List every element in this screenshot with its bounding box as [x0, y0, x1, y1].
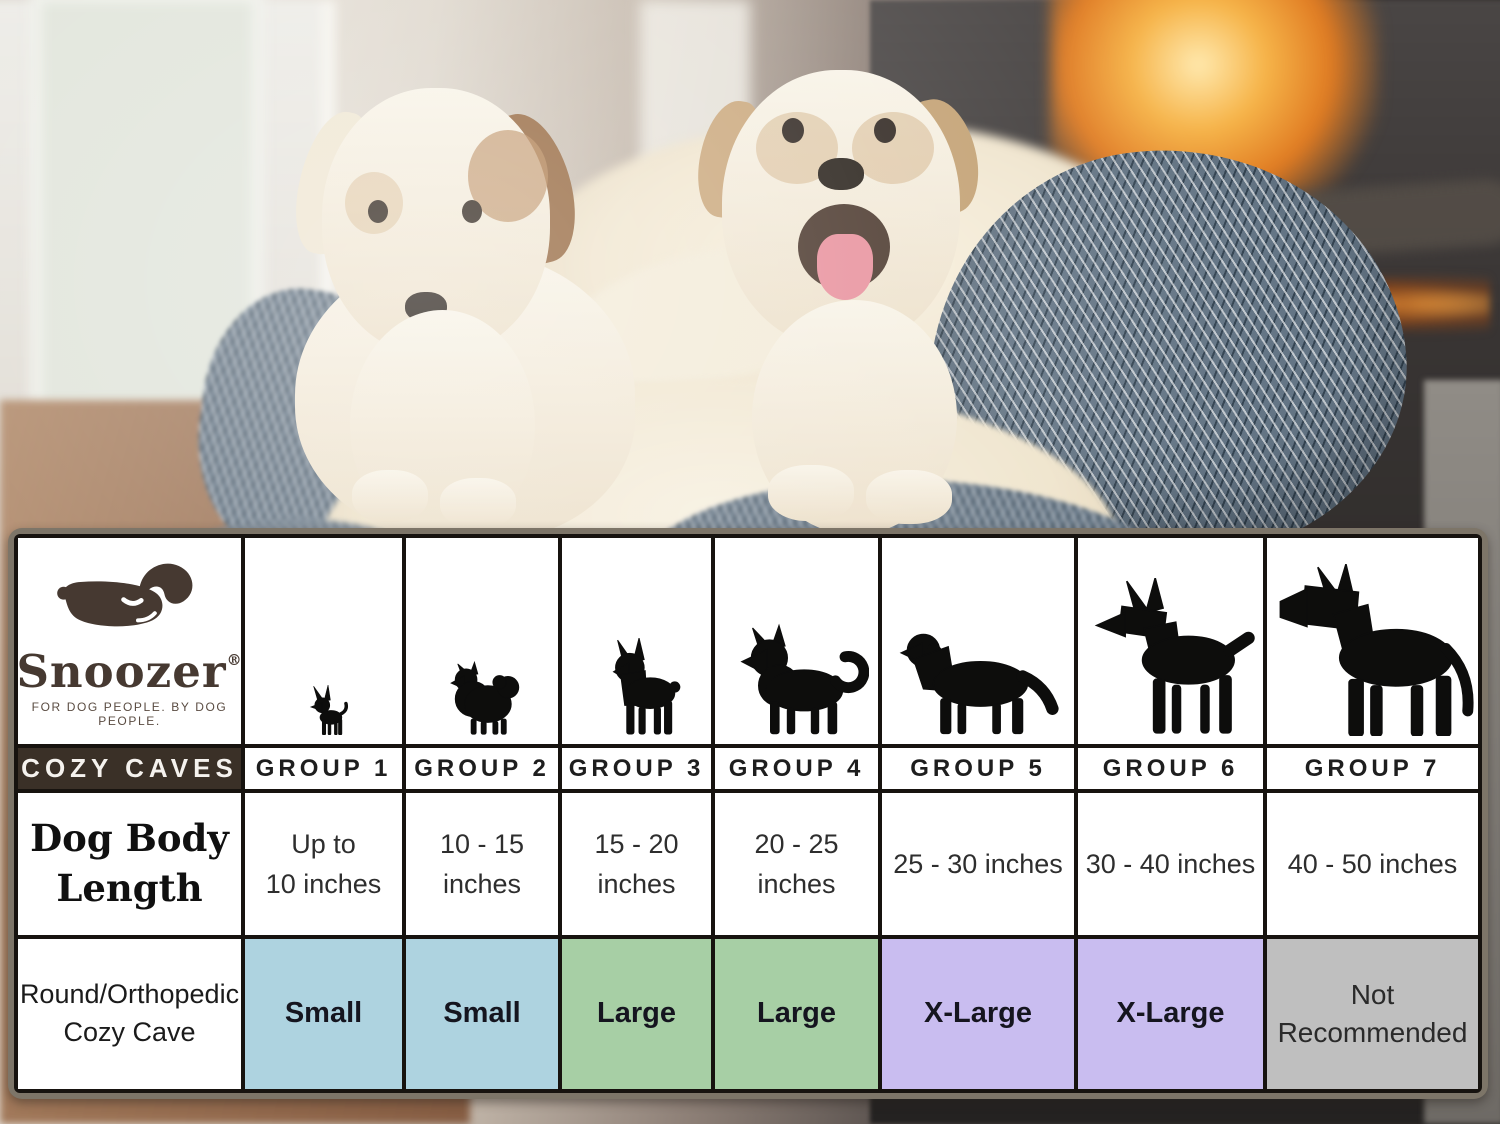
size-chart-frame: Snoozer® FOR DOG PEOPLE. BY DOG PEOPLE. [8, 528, 1488, 1099]
right-dog-paw-2 [866, 470, 952, 524]
group-4-label: GROUP 4 [715, 748, 878, 789]
dog-cell-group-7 [1267, 538, 1478, 744]
great-dane-icon [1279, 564, 1474, 736]
brand-wordmark: Snoozer® [18, 645, 241, 698]
snoozer-logo-icon [50, 554, 210, 647]
size-group-5: X-Large [882, 939, 1074, 1089]
registered-mark: ® [226, 651, 241, 669]
group-3-label: GROUP 3 [562, 748, 711, 789]
right-dog-tongue [817, 234, 873, 300]
left-dog-paw-2 [440, 478, 516, 528]
size-chart-border: Snoozer® FOR DOG PEOPLE. BY DOG PEOPLE. [14, 534, 1482, 1093]
length-group-4: 20 - 25 inches [715, 793, 878, 935]
doberman-icon [1094, 578, 1255, 734]
length-group-6: 30 - 40 inches [1078, 793, 1263, 935]
dog-cell-group-6 [1078, 538, 1263, 744]
left-dog-right-eye [462, 200, 482, 223]
length-group-5: 25 - 30 inches [882, 793, 1074, 935]
boston-terrier-icon [612, 637, 680, 735]
brand-tagline: FOR DOG PEOPLE. BY DOG PEOPLE. [31, 700, 228, 728]
left-dog-paw [352, 470, 428, 522]
size-group-1: Small [245, 939, 402, 1089]
size-chart-table: Snoozer® FOR DOG PEOPLE. BY DOG PEOPLE. [18, 538, 1478, 1089]
logo-cell: Snoozer® FOR DOG PEOPLE. BY DOG PEOPLE. [18, 538, 241, 744]
length-group-3: 15 - 20 inches [562, 793, 711, 935]
dog-cell-group-1 [245, 538, 402, 744]
group-2-label: GROUP 2 [406, 748, 558, 789]
golden-retriever-icon [899, 633, 1059, 735]
group-1-label: GROUP 1 [245, 748, 402, 789]
size-group-4: Large [715, 939, 878, 1089]
dog-cell-group-5 [882, 538, 1074, 744]
right-dog-nose [818, 158, 864, 190]
length-group-2: 10 - 15 inches [406, 793, 558, 935]
cozy-caves-header: COZY CAVES [18, 748, 241, 789]
size-group-6: X-Large [1078, 939, 1263, 1089]
size-group-7: Not Recommended [1267, 939, 1478, 1089]
group-6-label: GROUP 6 [1078, 748, 1263, 789]
left-dog-left-eye [368, 200, 388, 223]
group-5-label: GROUP 5 [882, 748, 1074, 789]
shiba-inu-icon [739, 623, 869, 735]
product-row-header: Round/Orthopedic Cozy Cave [18, 939, 241, 1089]
dog-cell-group-2 [406, 538, 558, 744]
right-dog-left-eye [782, 118, 804, 143]
length-group-7: 40 - 50 inches [1267, 793, 1478, 935]
right-dog-right-eye [874, 118, 896, 143]
group-7-label: GROUP 7 [1267, 748, 1478, 789]
body-length-row-header: Dog Body Length [18, 793, 241, 935]
size-group-2: Small [406, 939, 558, 1089]
length-group-1: Up to 10 inches [245, 793, 402, 935]
dog-cell-group-4 [715, 538, 878, 744]
right-dog-paw [768, 465, 854, 521]
pomeranian-icon [450, 660, 520, 735]
chihuahua-icon [309, 684, 348, 736]
size-group-3: Large [562, 939, 711, 1089]
dog-cell-group-3 [562, 538, 711, 744]
